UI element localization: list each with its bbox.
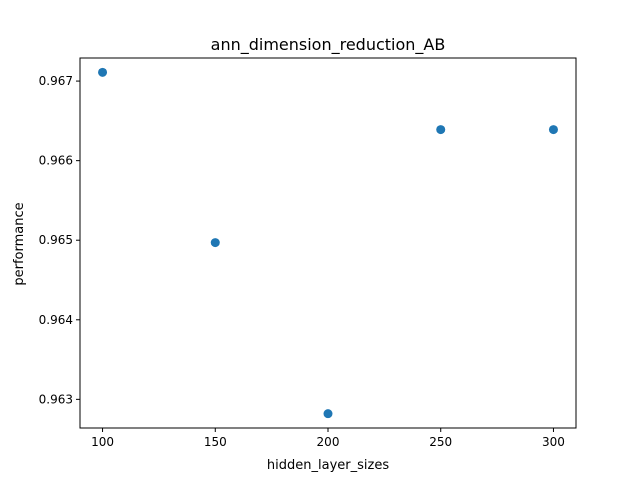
y-tick-label: 0.965 xyxy=(39,233,73,247)
chart-title: ann_dimension_reduction_AB xyxy=(211,35,446,55)
x-tick-label: 250 xyxy=(429,435,452,449)
y-axis-label: performance xyxy=(12,202,27,285)
y-tick-label: 0.963 xyxy=(39,392,73,406)
data-point xyxy=(98,67,108,77)
x-tick-label: 100 xyxy=(91,435,114,449)
y-tick-label: 0.964 xyxy=(39,313,73,327)
y-tick-label: 0.967 xyxy=(39,74,73,88)
y-tick-label: 0.966 xyxy=(39,154,73,168)
data-point xyxy=(436,125,446,135)
data-point xyxy=(323,409,333,419)
x-axis-label: hidden_layer_sizes xyxy=(267,458,389,473)
data-point xyxy=(210,238,220,248)
data-point xyxy=(548,125,558,135)
x-tick-label: 200 xyxy=(317,435,340,449)
x-tick-label: 300 xyxy=(542,435,565,449)
data-points xyxy=(98,67,558,419)
axis-ticks: 100 150 200 250 300 0.963 0.964 0.965 0.966 0.967 xyxy=(39,74,565,449)
x-tick-label: 150 xyxy=(204,435,227,449)
plot-frame xyxy=(79,57,577,429)
